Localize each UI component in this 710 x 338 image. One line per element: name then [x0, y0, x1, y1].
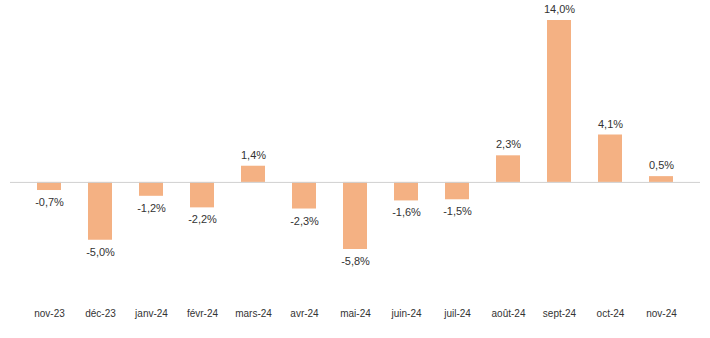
svg-text:-1,6%: -1,6%: [392, 206, 421, 218]
svg-text:nov-23: nov-23: [34, 308, 65, 319]
svg-text:-5,8%: -5,8%: [341, 255, 370, 267]
svg-text:juil-24: juil-24: [443, 308, 471, 319]
svg-text:mars-24: mars-24: [235, 308, 272, 319]
svg-text:janv-24: janv-24: [134, 308, 168, 319]
svg-text:juin-24: juin-24: [390, 308, 421, 319]
svg-text:4,1%: 4,1%: [598, 118, 623, 130]
svg-text:août-24: août-24: [492, 308, 526, 319]
svg-text:oct-24: oct-24: [597, 308, 625, 319]
svg-text:-0,7%: -0,7%: [35, 196, 64, 208]
svg-text:sept-24: sept-24: [543, 308, 577, 319]
svg-text:mai-24: mai-24: [340, 308, 371, 319]
svg-text:-2,2%: -2,2%: [188, 213, 217, 225]
svg-text:avr-24: avr-24: [290, 308, 319, 319]
svg-text:0,5%: 0,5%: [649, 159, 674, 171]
svg-text:déc-23: déc-23: [85, 308, 116, 319]
svg-text:-1,2%: -1,2%: [137, 202, 166, 214]
svg-text:1,4%: 1,4%: [241, 149, 266, 161]
svg-text:févr-24: févr-24: [187, 308, 219, 319]
svg-text:-2,3%: -2,3%: [290, 215, 319, 227]
svg-text:14,0%: 14,0%: [544, 3, 575, 15]
svg-text:-5,0%: -5,0%: [86, 246, 115, 258]
svg-text:nov-24: nov-24: [646, 308, 677, 319]
svg-text:-1,5%: -1,5%: [443, 205, 472, 217]
svg-text:2,3%: 2,3%: [496, 138, 521, 150]
